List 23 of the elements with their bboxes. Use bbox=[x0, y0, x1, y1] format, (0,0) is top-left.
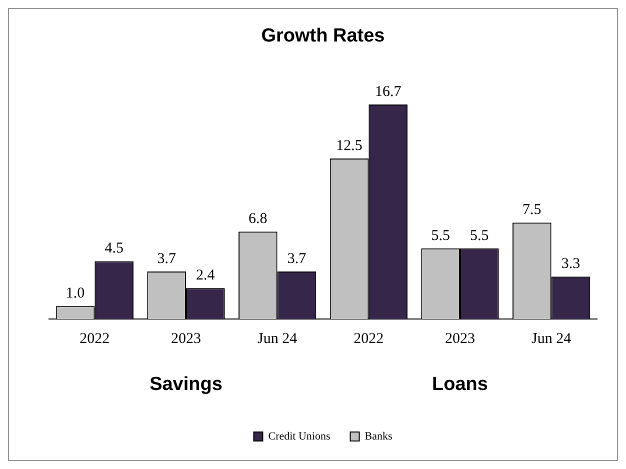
x-tick-label: 2023 bbox=[445, 330, 475, 347]
x-tick-label: Jun 24 bbox=[532, 330, 572, 347]
data-label: 5.5 bbox=[470, 228, 489, 244]
text: Loans bbox=[432, 374, 488, 396]
data-label: 6.8 bbox=[248, 211, 268, 228]
legend-label: Banks bbox=[364, 430, 392, 442]
data-label: 3.3 bbox=[561, 256, 580, 272]
chart-title: Growth Rates bbox=[261, 26, 385, 47]
x-tick-label: 2022 bbox=[80, 330, 110, 347]
legend-label: Credit Unions bbox=[268, 430, 330, 442]
x-tick-label: 2023 bbox=[171, 330, 201, 347]
data-label: 7.5 bbox=[522, 202, 542, 218]
text: Savings bbox=[150, 374, 222, 396]
data-label: 3.7 bbox=[157, 250, 176, 267]
data-label: 16.7 bbox=[374, 84, 402, 100]
data-label: 1.0 bbox=[66, 286, 85, 302]
data-label: 3.7 bbox=[287, 250, 307, 267]
data-label: 5.5 bbox=[431, 228, 450, 244]
x-tick-label: 2022 bbox=[354, 330, 384, 347]
data-label: 2.4 bbox=[196, 268, 216, 284]
data-label: 12.5 bbox=[336, 138, 362, 154]
x-tick-label: Jun 24 bbox=[258, 330, 298, 347]
data-label: 4.5 bbox=[104, 240, 124, 257]
